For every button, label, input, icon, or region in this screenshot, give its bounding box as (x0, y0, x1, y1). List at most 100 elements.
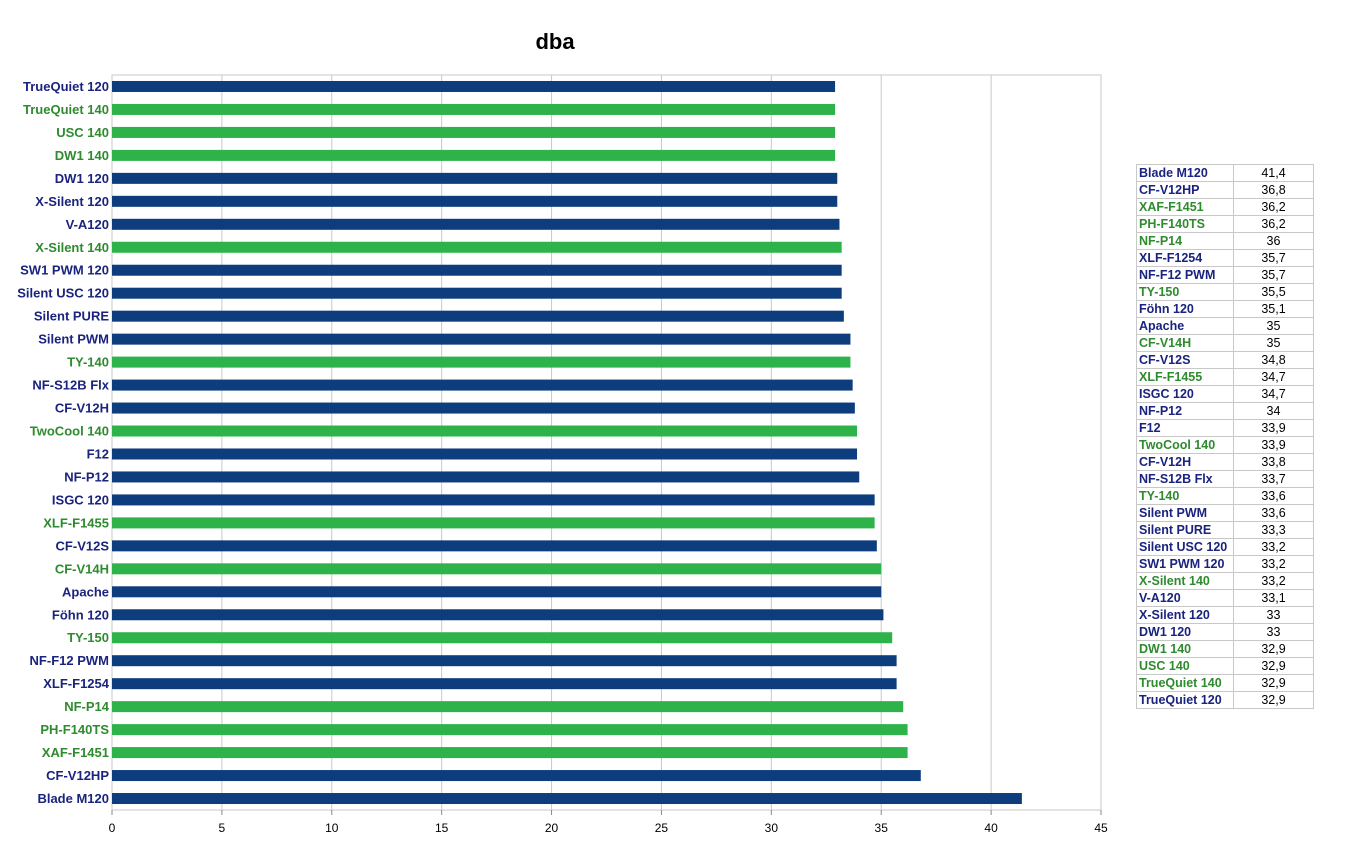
table-row: DW1 120 33 (1136, 623, 1314, 641)
table-row: Silent PWM 33,6 (1136, 504, 1314, 522)
table-row: NF-P14 36 (1136, 232, 1314, 250)
bar (112, 195, 838, 207)
bar (112, 264, 842, 276)
category-label: NF-S12B Flx (32, 378, 109, 393)
x-tick-label: 20 (545, 821, 559, 835)
table-name-cell: CF-V12HP (1136, 181, 1234, 199)
category-label: X-Silent 140 (35, 240, 109, 255)
category-label: TrueQuiet 140 (23, 102, 109, 117)
values-table: Blade M120 41,4 CF-V12HP 36,8 XAF-F1451 36,2 P… (1136, 164, 1314, 709)
table-row: Blade M120 41,4 (1136, 164, 1314, 182)
table-row: Föhn 120 35,1 (1136, 300, 1314, 318)
category-label: CF-V12S (56, 538, 110, 553)
bar (112, 241, 842, 253)
table-name-cell: Blade M120 (1136, 164, 1234, 182)
table-row: V-A120 33,1 (1136, 589, 1314, 607)
table-name-cell: CF-V14H (1136, 334, 1234, 352)
plot-area-frame (111, 74, 1102, 811)
category-label: CF-V12H (55, 401, 109, 416)
table-value-cell: 33,9 (1233, 419, 1314, 437)
bar (112, 448, 858, 460)
bar (112, 586, 882, 598)
bar (112, 494, 875, 506)
table-name-cell: X-Silent 140 (1136, 572, 1234, 590)
table-name-cell: NF-F12 PWM (1136, 266, 1234, 284)
table-name-cell: Silent PURE (1136, 521, 1234, 539)
category-label: Silent PURE (34, 309, 109, 324)
bar (112, 655, 897, 667)
table-row: XAF-F1451 36,2 (1136, 198, 1314, 216)
table-name-cell: TrueQuiet 120 (1136, 691, 1234, 709)
table-value-cell: 36,2 (1233, 198, 1314, 216)
table-name-cell: XLF-F1254 (1136, 249, 1234, 267)
table-row: TY-150 35,5 (1136, 283, 1314, 301)
table-value-cell: 33,1 (1233, 589, 1314, 607)
category-label: TrueQuiet 120 (23, 79, 109, 94)
bar (112, 149, 836, 161)
table-value-cell: 33,8 (1233, 453, 1314, 471)
table-value-cell: 41,4 (1233, 164, 1314, 182)
category-label: X-Silent 120 (35, 194, 109, 209)
category-label: NF-P14 (64, 699, 110, 714)
table-name-cell: Apache (1136, 317, 1234, 335)
table-row: PH-F140TS 36,2 (1136, 215, 1314, 233)
table-row: TrueQuiet 140 32,9 (1136, 674, 1314, 692)
bar (112, 701, 904, 713)
table-row: USC 140 32,9 (1136, 657, 1314, 675)
category-label: XAF-F1451 (42, 745, 109, 760)
category-label: Silent PWM (38, 332, 109, 347)
table-value-cell: 36,2 (1233, 215, 1314, 233)
table-value-cell: 33,3 (1233, 521, 1314, 539)
table-value-cell: 33,6 (1233, 504, 1314, 522)
table-name-cell: CF-V12S (1136, 351, 1234, 369)
table-row: CF-V12HP 36,8 (1136, 181, 1314, 199)
bars (112, 80, 1022, 805)
category-label: Blade M120 (37, 791, 109, 806)
bar (112, 517, 875, 529)
table-name-cell: NF-S12B Flx (1136, 470, 1234, 488)
category-label: Silent USC 120 (17, 286, 109, 301)
table-name-cell: F12 (1136, 419, 1234, 437)
table-value-cell: 33 (1233, 623, 1314, 641)
table-value-cell: 35,5 (1233, 283, 1314, 301)
table-value-cell: 33,2 (1233, 555, 1314, 573)
table-value-cell: 35 (1233, 317, 1314, 335)
table-value-cell: 32,9 (1233, 657, 1314, 675)
table-name-cell: DW1 120 (1136, 623, 1234, 641)
gridlines (221, 75, 992, 810)
bar (112, 540, 877, 552)
bar (112, 103, 836, 115)
table-value-cell: 35,7 (1233, 249, 1314, 267)
table-value-cell: 35,1 (1233, 300, 1314, 318)
table-row: Silent USC 120 33,2 (1136, 538, 1314, 556)
table-name-cell: XAF-F1451 (1136, 198, 1234, 216)
table-value-cell: 34,7 (1233, 385, 1314, 403)
category-label: Apache (62, 584, 109, 599)
bar (112, 402, 855, 414)
table-row: TwoCool 140 33,9 (1136, 436, 1314, 454)
category-label: USC 140 (56, 125, 109, 140)
bar (112, 563, 882, 575)
bar (112, 747, 908, 759)
category-label: V-A120 (66, 217, 109, 232)
category-label: XLF-F1254 (43, 676, 110, 691)
table-row: NF-F12 PWM 35,7 (1136, 266, 1314, 284)
table-value-cell: 35,7 (1233, 266, 1314, 284)
category-label: NF-F12 PWM (30, 653, 109, 668)
table-value-cell: 32,9 (1233, 691, 1314, 709)
category-label: F12 (87, 446, 109, 461)
table-row: X-Silent 120 33 (1136, 606, 1314, 624)
category-label: PH-F140TS (40, 722, 109, 737)
bar (112, 471, 860, 483)
table-value-cell: 34,8 (1233, 351, 1314, 369)
table-value-cell: 33 (1233, 606, 1314, 624)
table-name-cell: CF-V12H (1136, 453, 1234, 471)
table-value-cell: 34,7 (1233, 368, 1314, 386)
category-label: NF-P12 (64, 469, 109, 484)
table-row: DW1 140 32,9 (1136, 640, 1314, 658)
table-value-cell: 33,2 (1233, 572, 1314, 590)
table-value-cell: 36,8 (1233, 181, 1314, 199)
bar (112, 218, 840, 230)
category-label: ISGC 120 (52, 492, 109, 507)
bar (112, 310, 844, 322)
